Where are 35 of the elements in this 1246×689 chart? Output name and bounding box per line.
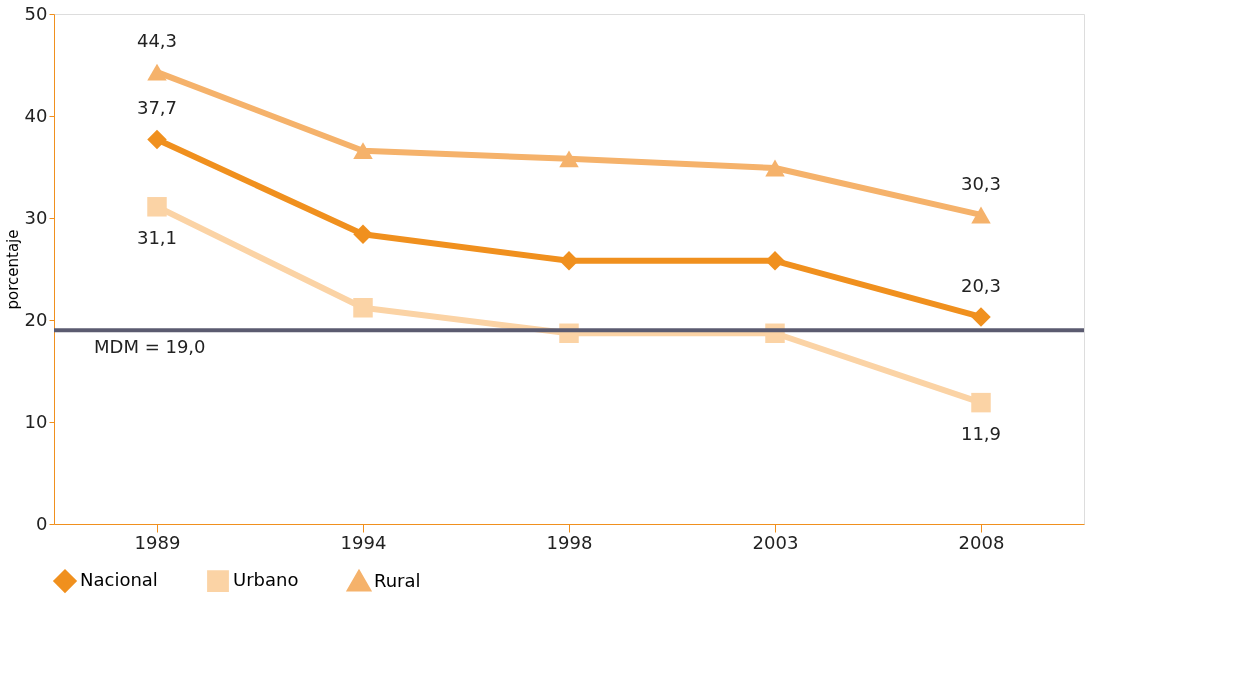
- y-tick-label: 40: [24, 104, 48, 126]
- data-label: 20,3: [960, 274, 1002, 296]
- point: [559, 251, 579, 271]
- point: [147, 197, 167, 217]
- legend-label: Urbano: [233, 569, 299, 591]
- y-tick-label: 50: [24, 2, 48, 24]
- x-tick-label: 1989: [134, 531, 181, 553]
- point: [559, 150, 579, 168]
- data-label: 44,3: [136, 30, 178, 52]
- x-tick-label: 1998: [546, 531, 593, 553]
- point: [353, 142, 373, 160]
- ref-line-label: MDM = 19,0: [94, 336, 206, 358]
- data-label: 30,3: [960, 172, 1002, 194]
- y-tick-label: 20: [24, 308, 48, 330]
- x-tick-label: 2008: [958, 531, 1005, 553]
- point: [765, 159, 785, 177]
- y-axis-title: porcentaje: [3, 229, 22, 310]
- point: [971, 206, 991, 224]
- data-label: 11,9: [960, 422, 1002, 444]
- point: [147, 129, 167, 150]
- y-tick-label: 10: [24, 410, 48, 432]
- legend-label: Nacional: [80, 569, 158, 591]
- point: [971, 307, 991, 327]
- point: [971, 392, 991, 413]
- point: [765, 251, 785, 271]
- y-tick-label: 0: [36, 512, 48, 534]
- x-tick-label: 2003: [752, 531, 799, 553]
- point: [353, 224, 373, 245]
- legend-label: Rural: [374, 569, 421, 591]
- y-tick-label: 30: [24, 206, 48, 228]
- point: [147, 63, 167, 81]
- point: [353, 298, 373, 318]
- data-label: 31,1: [136, 226, 178, 248]
- data-label: 37,7: [136, 97, 178, 119]
- x-tick-label: 1994: [340, 531, 387, 553]
